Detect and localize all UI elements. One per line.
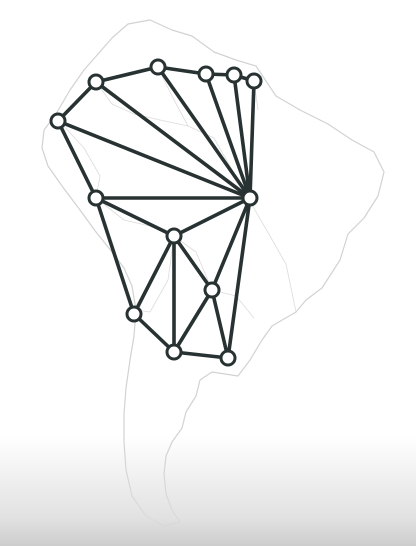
graph-edge <box>172 350 230 360</box>
graph-node <box>149 58 167 76</box>
graph-edge <box>210 288 230 360</box>
graph-edge <box>94 196 176 238</box>
graph-edge <box>204 72 252 200</box>
graph-node <box>87 73 105 91</box>
graph-node <box>241 189 259 207</box>
graph-edges <box>56 65 256 360</box>
graph-edge <box>172 234 214 292</box>
graph-edge <box>94 80 252 200</box>
graph-edge <box>56 80 98 123</box>
graph-node <box>245 72 263 90</box>
continent-outline <box>41 19 385 527</box>
graph-edge <box>226 196 252 360</box>
graph-edge <box>94 196 136 316</box>
graph-edge <box>172 288 214 354</box>
graph-node <box>203 281 221 299</box>
graph-edge <box>172 196 252 238</box>
graph-edge <box>210 196 252 292</box>
graph-edge <box>56 119 252 200</box>
graph-edge <box>132 312 176 354</box>
graph-node <box>165 343 183 361</box>
graph-node <box>225 66 243 84</box>
graph-node <box>219 349 237 367</box>
graph-node <box>49 112 67 130</box>
graph-node <box>165 227 183 245</box>
graph-edge <box>56 119 98 200</box>
graph-edge <box>248 79 256 200</box>
graph-edge <box>94 65 160 84</box>
graph-node <box>125 305 143 323</box>
graph-edge <box>232 73 252 200</box>
graph-node <box>87 189 105 207</box>
graph-edge <box>156 65 252 200</box>
graph-edge <box>132 234 176 316</box>
graph-node <box>197 65 215 83</box>
graph-nodes <box>49 58 263 367</box>
